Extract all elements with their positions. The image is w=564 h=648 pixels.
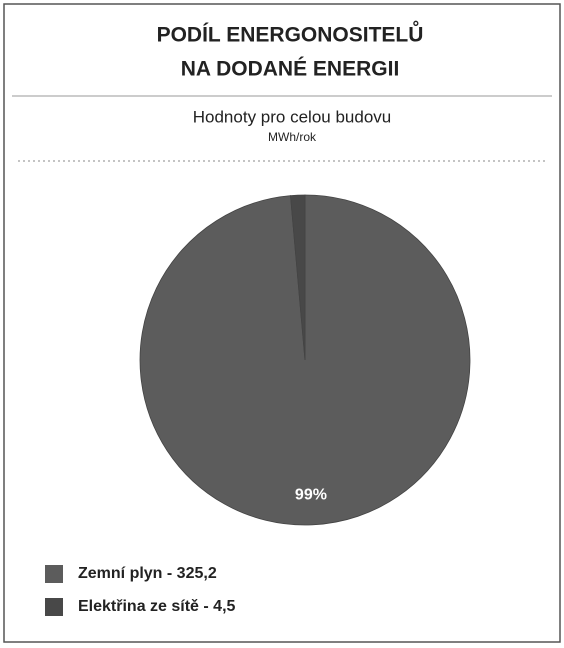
- frame: [3, 3, 561, 643]
- subtitle: Hodnoty pro celou budovu: [193, 107, 391, 126]
- data-label: 99%: [295, 486, 327, 503]
- unit: MWh/rok: [268, 130, 317, 144]
- chart-title: NA DODANÉ ENERGII: [181, 58, 400, 81]
- legend-label: Elektřina ze sítě - 4,5: [78, 598, 236, 615]
- legend-swatch: [45, 598, 63, 616]
- legend-label: Zemní plyn - 325,2: [78, 565, 217, 582]
- chart-title: PODÍL ENERGONOSITELŮ: [157, 21, 424, 47]
- legend-swatch: [45, 565, 63, 583]
- pie-slice: [290, 194, 306, 361]
